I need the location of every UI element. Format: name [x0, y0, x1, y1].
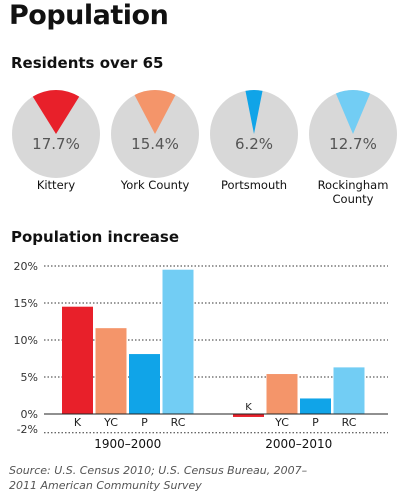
bar [300, 398, 331, 414]
y-tick-label: 5% [21, 371, 38, 384]
pie-category-label: County [333, 192, 374, 206]
pie-slice [134, 90, 176, 134]
pie-value-label: 17.7% [32, 135, 80, 153]
pie-slice [32, 89, 80, 134]
bar [95, 328, 127, 414]
bar-group-2: K YC P RC 2000–2010 [233, 367, 365, 451]
bar [266, 374, 298, 414]
bar-group-1: K YC P RC 1900–2000 [62, 269, 194, 451]
page-title: Population [9, 0, 169, 31]
bar [129, 354, 160, 414]
group-label: 2000–2010 [265, 437, 332, 451]
bar-label: K [74, 416, 82, 429]
pie-slice [245, 89, 263, 134]
pie-3: 6.2% Portsmouth [210, 89, 298, 192]
pie-2: 15.4% York County [111, 90, 199, 192]
pie-category-label: Kittery [37, 178, 76, 192]
source-note: Source: U.S. Census 2010; U.S. Census Bu… [9, 464, 308, 492]
pie-slice [335, 90, 371, 134]
pie-1: 17.7% Kittery [12, 89, 100, 192]
bar-label: YC [103, 416, 118, 429]
bar [162, 269, 194, 414]
bar [233, 414, 264, 417]
y-tick-label: 10% [14, 334, 38, 347]
y-tick-label: 20% [14, 260, 38, 273]
bar-label: P [312, 416, 319, 429]
pie-charts: 17.7% Kittery 15.4% York County 6.2% Portsmou… [12, 89, 397, 206]
bar-chart: 20% 15% 10% 5% 0% -2% K YC P RC 1900–2000 K YC P RC 200… [14, 260, 388, 451]
bar-label: RC [171, 416, 186, 429]
pie-value-label: 15.4% [131, 135, 179, 153]
pie-value-label: 12.7% [329, 135, 377, 153]
pie-category-label: York County [120, 178, 190, 192]
bar-label: P [141, 416, 148, 429]
y-tick-label: 0% [21, 408, 38, 421]
bar-label: YC [274, 416, 289, 429]
pie-section-title: Residents over 65 [11, 54, 164, 72]
bar-section-title: Population increase [11, 228, 180, 246]
bar-label: K [245, 402, 252, 413]
pie-category-label: Portsmouth [221, 178, 287, 192]
pie-value-label: 6.2% [235, 135, 273, 153]
pie-category-label: Rockingham [318, 178, 389, 192]
bar [62, 306, 93, 414]
y-tick-label: -2% [17, 423, 38, 436]
y-tick-label: 15% [14, 297, 38, 310]
group-label: 1900–2000 [94, 437, 161, 451]
bar-label: RC [342, 416, 357, 429]
bar [333, 367, 365, 414]
